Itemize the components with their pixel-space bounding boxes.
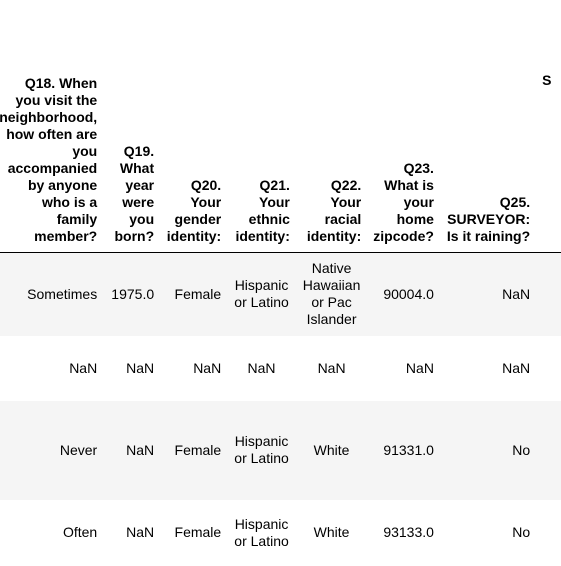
cell-q23: 91331.0 — [383, 441, 434, 458]
table-row: NaN NaN NaN NaN NaN NaN NaN — [0, 335, 561, 401]
cell-q22: White — [313, 441, 350, 458]
cell-q18: Sometimes — [27, 285, 98, 302]
cell-q21: NaN — [247, 359, 276, 376]
table-row: Never NaN Female Hispanic or Latino Whit… — [0, 400, 561, 500]
cell-q20: Female — [174, 441, 222, 458]
cell-cut-off — [536, 253, 561, 336]
cell-q18: NaN — [69, 359, 98, 376]
cell-q22: NaN — [317, 359, 346, 376]
cell-q25: NaN — [502, 285, 531, 302]
cell-q23: 93133.0 — [383, 524, 434, 540]
cell-q18: Never — [59, 441, 98, 458]
column-header-q25[interactable]: Q25. SURVEYOR: Is it raining? — [439, 0, 537, 253]
cell-q19: NaN — [126, 441, 155, 458]
cell-cut-off — [536, 401, 561, 500]
cell-cut-off — [536, 500, 561, 566]
cell-q25: NaN — [502, 359, 531, 376]
cell-q21: Hispanic or Latino — [234, 277, 289, 311]
cell-q22: Native Hawaiian or Pac Islander — [302, 260, 361, 328]
cell-q25: No — [512, 524, 531, 540]
header-row: Q18. When you visit the neighborhood, ho… — [0, 0, 561, 253]
table-row: Often NaN Female Hispanic or Latino Whit… — [0, 499, 561, 566]
column-header-q20[interactable]: Q20. Your gender identity: — [160, 0, 228, 253]
cell-q23: 90004.0 — [383, 285, 434, 302]
column-header-cut-off[interactable]: S — [536, 0, 561, 253]
cell-q25: No — [512, 441, 531, 458]
cell-q19: 1975.0 — [111, 285, 155, 302]
cell-q21: Hispanic or Latino — [234, 433, 289, 466]
cell-q20: Female — [174, 524, 222, 540]
cell-q19: NaN — [126, 359, 155, 376]
cell-cut-off — [536, 336, 561, 401]
cell-q22: White — [313, 524, 350, 540]
cell-q21: Hispanic or Latino — [234, 515, 289, 549]
cell-q19: NaN — [126, 524, 155, 540]
table-row: Sometimes 1975.0 Female Hispanic or Lati… — [0, 252, 561, 336]
cell-q20: Female — [174, 285, 222, 302]
column-header-q22[interactable]: Q22. Your racial identity: — [295, 0, 368, 253]
column-header-q19[interactable]: Q19. What year were you born? — [103, 0, 161, 253]
cell-q23: NaN — [405, 359, 434, 376]
column-header-q21[interactable]: Q21. Your ethnic identity: — [227, 0, 296, 253]
column-header-q23[interactable]: Q23. What is your home zipcode? — [367, 0, 440, 253]
cell-q18: Often — [62, 524, 98, 540]
cell-q20: NaN — [193, 359, 222, 376]
column-header-q18[interactable]: Q18. When you visit the neighborhood, ho… — [0, 0, 104, 253]
